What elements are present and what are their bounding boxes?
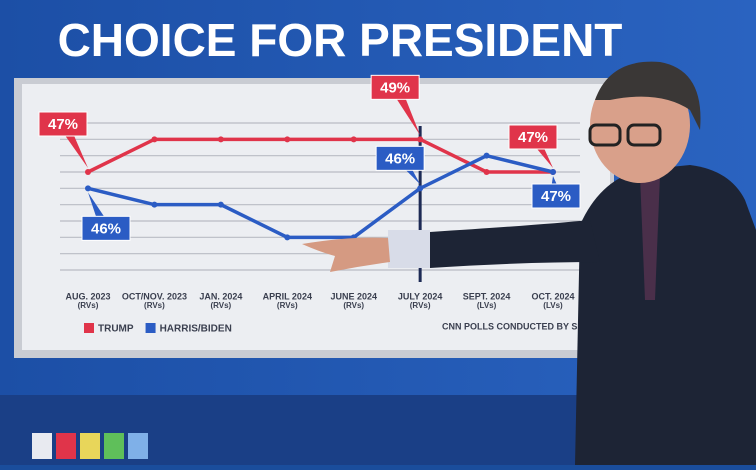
button[interactable] — [32, 433, 52, 459]
legend-swatch — [145, 323, 156, 333]
label-box — [375, 145, 425, 171]
value-label: 46% — [91, 220, 121, 237]
point — [483, 169, 490, 175]
x-tick-sublabel: (LVs) — [477, 301, 497, 310]
point — [483, 152, 490, 159]
x-tick-sublabel: (RVs) — [144, 301, 165, 310]
point — [85, 185, 91, 192]
arm — [430, 220, 600, 268]
suit — [575, 165, 756, 465]
legend-label: TRUMP — [98, 324, 134, 335]
x-tick-label: OCT. 2024 — [531, 291, 574, 301]
point — [417, 185, 424, 192]
x-tick-label: APRIL 2024 — [263, 291, 312, 301]
glasses — [588, 123, 622, 147]
x-tick-sublabel: (RVs) — [343, 301, 364, 310]
hand — [302, 237, 390, 272]
label-box — [370, 74, 420, 100]
label-box — [81, 215, 131, 241]
color-buttons — [32, 433, 148, 459]
point — [151, 136, 158, 143]
x-tick-sublabel: (RVs) — [277, 301, 298, 310]
value-label: 47% — [48, 116, 78, 133]
hair — [595, 61, 701, 130]
x-tick-label: OCT/NOV. 2023 — [122, 291, 187, 301]
button[interactable] — [56, 433, 76, 459]
value-label: 46% — [385, 150, 415, 167]
point — [284, 136, 291, 143]
value-label: 47% — [518, 129, 548, 146]
point — [217, 136, 224, 143]
point — [151, 201, 158, 208]
x-tick-sublabel: (RVs) — [410, 301, 431, 310]
x-tick-sublabel: (LVs) — [543, 301, 563, 310]
point — [550, 169, 556, 175]
tie — [640, 175, 660, 300]
point — [417, 136, 424, 143]
glasses — [626, 123, 662, 147]
label-box — [531, 183, 581, 209]
label-pointer — [389, 87, 421, 136]
label-box — [508, 124, 558, 150]
button[interactable] — [80, 433, 100, 459]
point — [350, 136, 357, 143]
x-tick-label: JULY 2024 — [398, 291, 443, 301]
x-tick-sublabel: (RVs) — [78, 301, 99, 310]
cuff — [388, 230, 430, 268]
point — [85, 169, 91, 175]
presenter — [302, 61, 756, 465]
value-label: 47% — [541, 188, 571, 205]
x-tick-label: SEPT. 2024 — [463, 291, 511, 301]
legend-swatch — [84, 323, 94, 333]
button[interactable] — [104, 433, 124, 459]
series-line — [87, 153, 554, 240]
note: CNN POLLS CONDUCTED BY SSRS. — [442, 321, 598, 331]
value-label: 49% — [380, 79, 410, 96]
point — [284, 234, 291, 241]
series-line — [87, 137, 553, 174]
button[interactable] — [128, 433, 148, 459]
label-box — [38, 111, 88, 137]
chart-title: CHOICE FOR PRESIDENT — [58, 14, 623, 66]
legend-label: HARRIS/BIDEN — [160, 324, 232, 335]
point — [217, 201, 224, 208]
x-tick-label: AUG. 2023 — [65, 291, 110, 301]
x-tick-label: JAN. 2024 — [199, 291, 242, 301]
x-tick-sublabel: (RVs) — [210, 301, 231, 310]
x-tick-label: JUNE 2024 — [330, 291, 377, 301]
